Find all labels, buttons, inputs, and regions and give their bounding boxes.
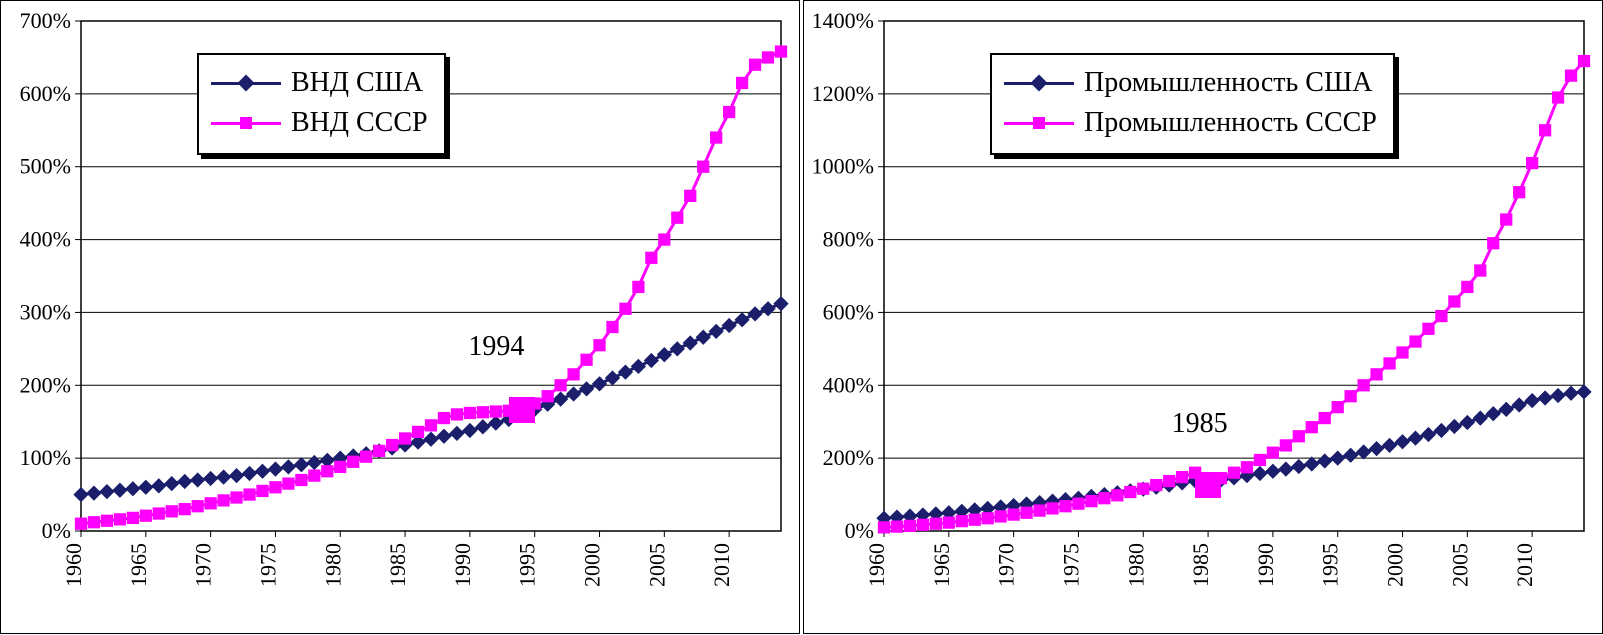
svg-text:200%: 200% (823, 445, 874, 470)
svg-text:1985: 1985 (385, 543, 410, 587)
svg-text:2010: 2010 (709, 543, 734, 587)
legend-label-usa: Промышленность США (1084, 67, 1372, 99)
legend-swatch-ussr (1004, 111, 1074, 135)
svg-text:400%: 400% (823, 372, 874, 397)
highlight-marker-1994 (509, 397, 535, 423)
svg-text:400%: 400% (20, 227, 71, 252)
legend-item-ussr: Промышленность СССР (1004, 103, 1377, 143)
svg-text:1970: 1970 (994, 543, 1019, 587)
svg-text:1975: 1975 (255, 543, 280, 587)
svg-text:1990: 1990 (450, 543, 475, 587)
annotation-1985: 1985 (1172, 408, 1228, 440)
legend-industry: Промышленность США Промышленность СССР (990, 53, 1395, 155)
svg-text:800%: 800% (823, 227, 874, 252)
svg-text:1980: 1980 (1123, 543, 1148, 587)
chart-panel-industry: 0% 200% 400% 600% 800% 1000% 1200% 1400% 1960 196… (803, 0, 1603, 634)
legend-label-usa: ВНД США (291, 67, 423, 99)
svg-text:1985: 1985 (1188, 543, 1213, 587)
svg-text:200%: 200% (20, 372, 71, 397)
legend-swatch-usa (211, 71, 281, 95)
legend-swatch-usa (1004, 71, 1074, 95)
svg-text:2005: 2005 (644, 543, 669, 587)
svg-text:1980: 1980 (320, 543, 345, 587)
svg-text:1000%: 1000% (812, 154, 874, 179)
svg-text:1200%: 1200% (812, 81, 874, 106)
svg-text:500%: 500% (20, 154, 71, 179)
svg-text:0%: 0% (42, 518, 71, 543)
svg-text:600%: 600% (20, 81, 71, 106)
chart-panel-gni: 0% 100% 200% 300% 400% 500% 600% 700% 1960 1965 19… (0, 0, 800, 634)
highlight-marker-1985 (1195, 472, 1221, 498)
legend-item-usa: ВНД США (211, 63, 428, 103)
legend-item-ussr: ВНД СССР (211, 103, 428, 143)
legend-label-ussr: ВНД СССР (291, 107, 428, 139)
svg-text:1965: 1965 (126, 543, 151, 587)
svg-text:2000: 2000 (580, 543, 605, 587)
svg-text:1975: 1975 (1058, 543, 1083, 587)
svg-text:1965: 1965 (929, 543, 954, 587)
svg-text:2005: 2005 (1447, 543, 1472, 587)
svg-text:1970: 1970 (191, 543, 216, 587)
legend-gni: ВНД США ВНД СССР (197, 53, 446, 155)
svg-text:2000: 2000 (1383, 543, 1408, 587)
svg-text:0%: 0% (845, 518, 874, 543)
svg-text:2010: 2010 (1512, 543, 1537, 587)
svg-text:1995: 1995 (515, 543, 540, 587)
svg-text:100%: 100% (20, 445, 71, 470)
legend-item-usa: Промышленность США (1004, 63, 1377, 103)
svg-text:1960: 1960 (864, 543, 889, 587)
legend-label-ussr: Промышленность СССР (1084, 107, 1377, 139)
svg-text:1400%: 1400% (812, 8, 874, 33)
svg-text:1995: 1995 (1318, 543, 1343, 587)
svg-text:600%: 600% (823, 299, 874, 324)
svg-text:700%: 700% (20, 8, 71, 33)
annotation-1994: 1994 (468, 331, 524, 363)
svg-text:1960: 1960 (61, 543, 86, 587)
svg-text:1990: 1990 (1253, 543, 1278, 587)
legend-swatch-ussr (211, 111, 281, 135)
charts-container: 0% 100% 200% 300% 400% 500% 600% 700% 1960 1965 19… (0, 0, 1603, 634)
svg-text:300%: 300% (20, 299, 71, 324)
